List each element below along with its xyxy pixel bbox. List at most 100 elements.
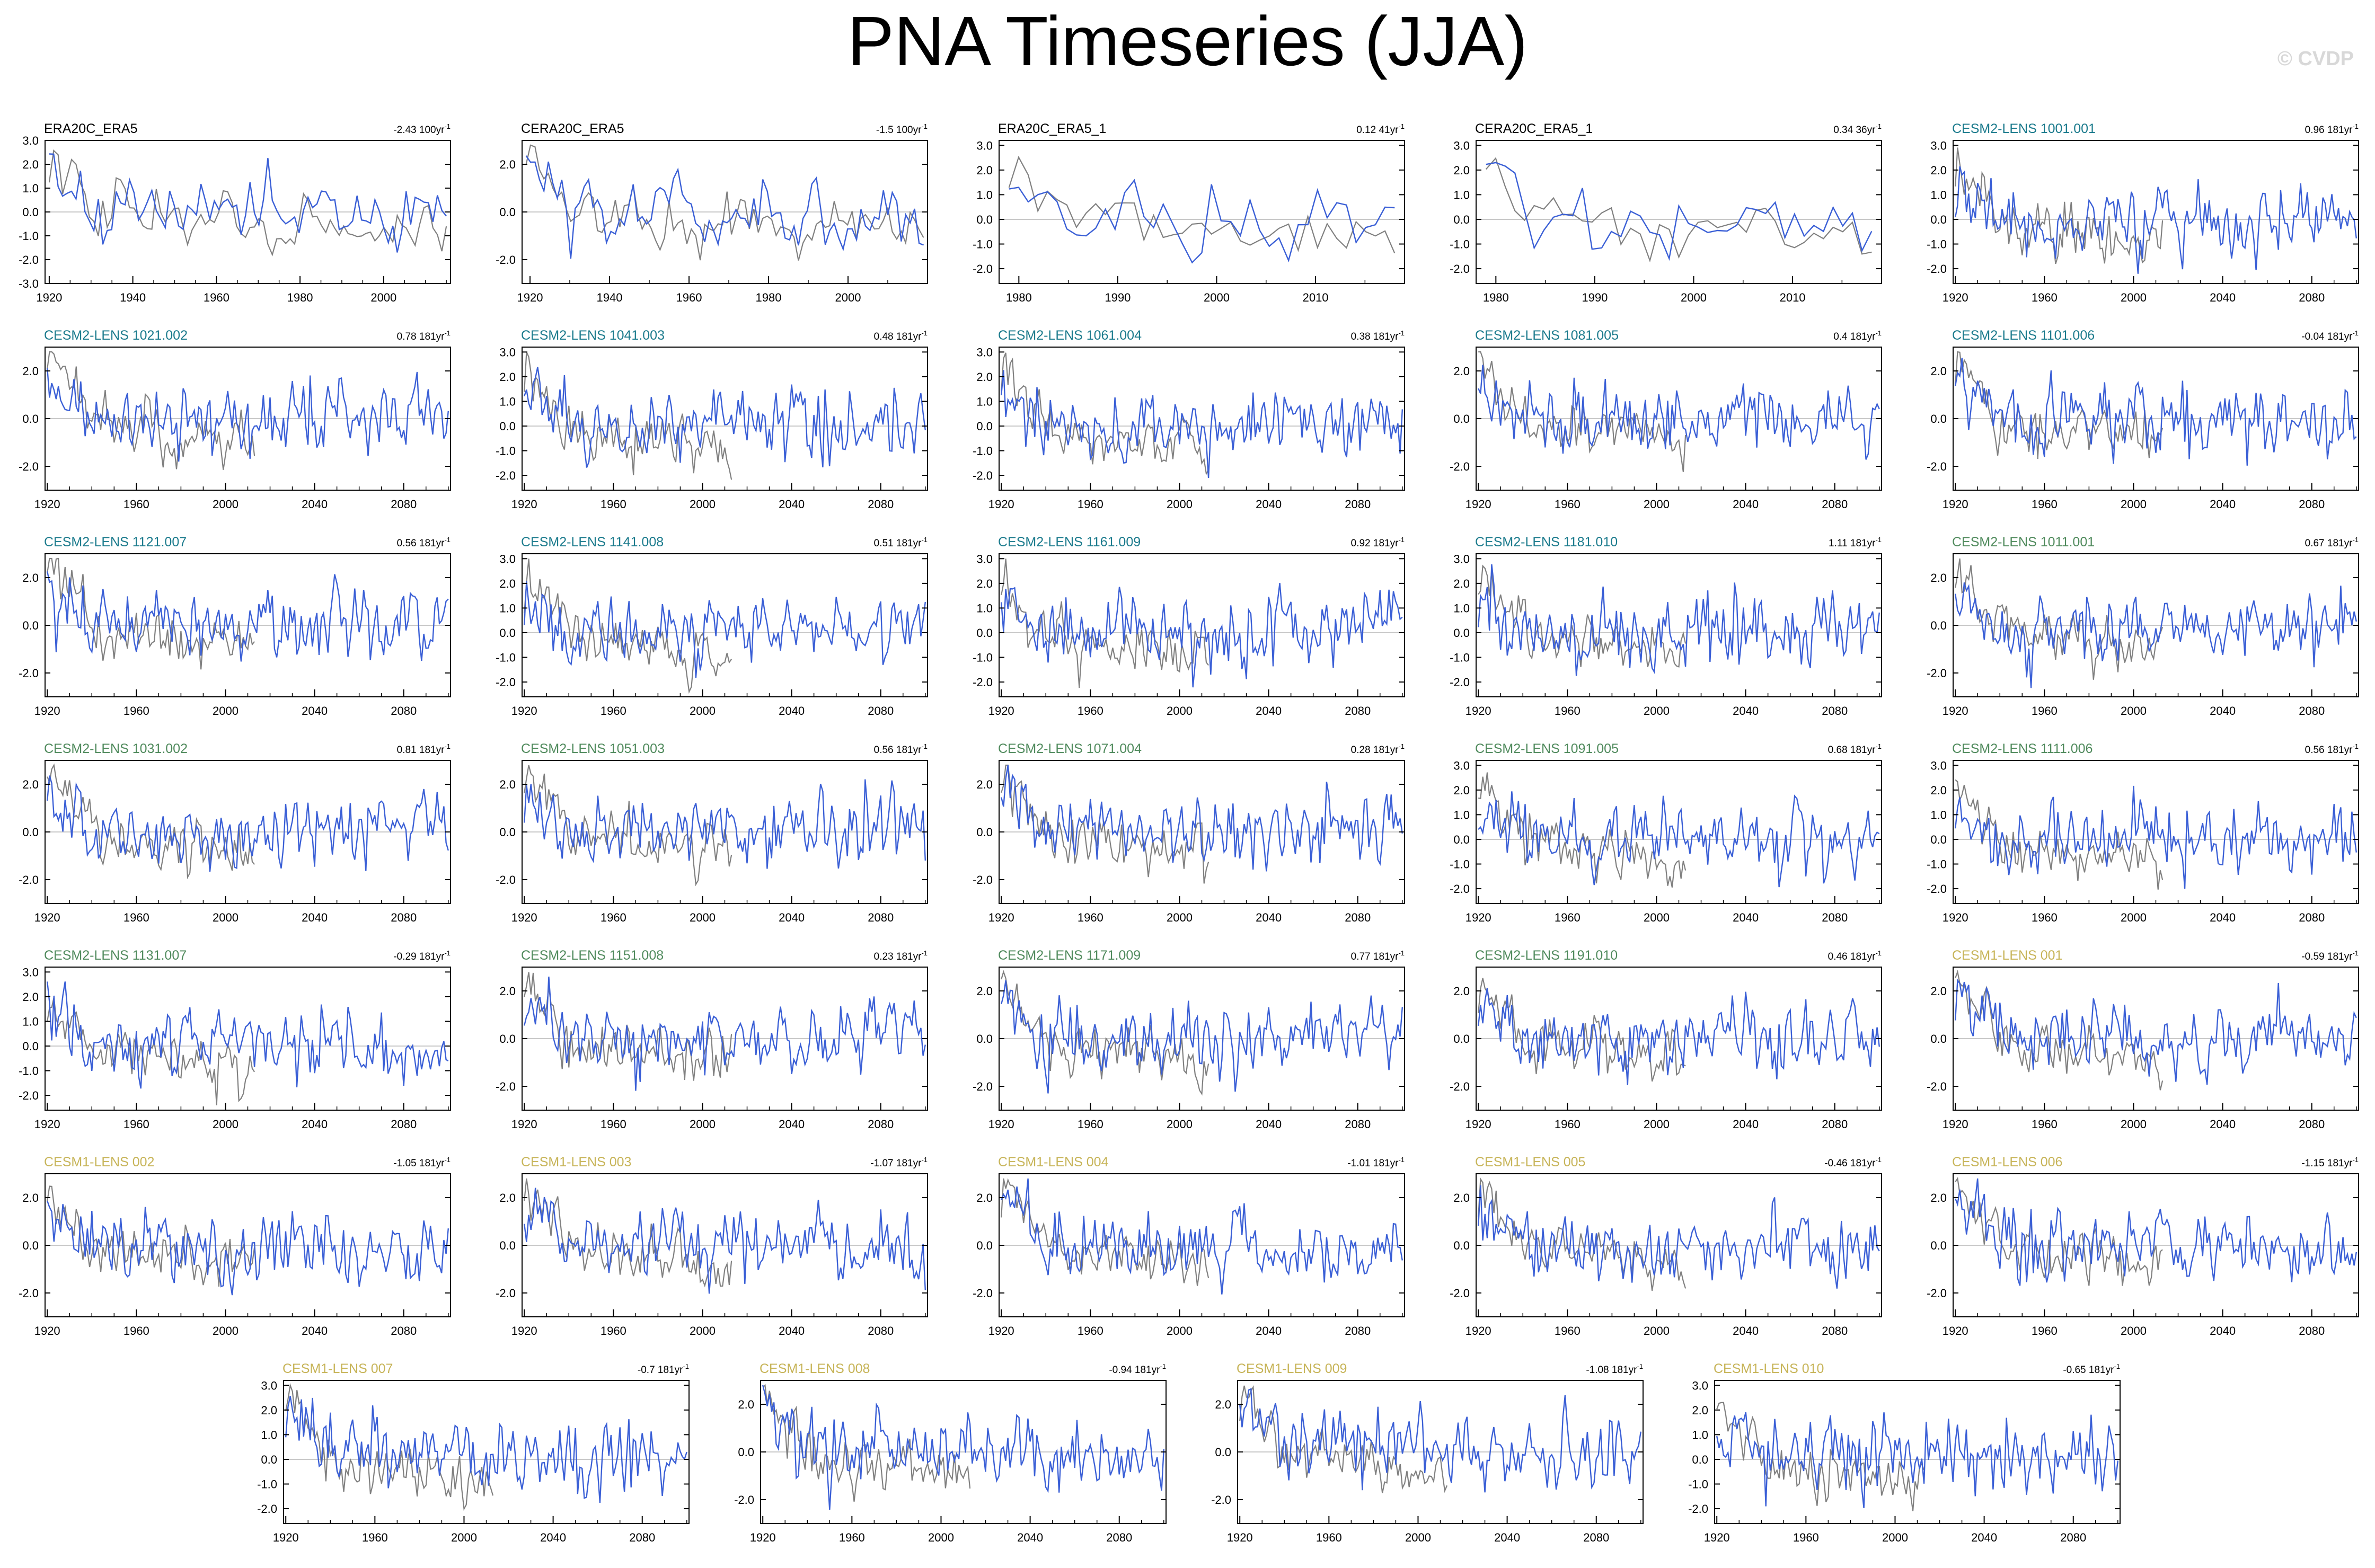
model-series-line: [1001, 1178, 1403, 1295]
y-tick-label: 0.0: [976, 626, 993, 640]
trend-exponent: -1: [444, 949, 451, 957]
model-series-line: [47, 775, 449, 872]
trend-exponent: -1: [1637, 1362, 1643, 1370]
y-tick-label: 1.0: [499, 395, 516, 408]
y-tick-label: 2.0: [499, 370, 516, 384]
panel-title: CESM2-LENS 1151.008: [521, 948, 664, 963]
observation-series-line: [1955, 558, 2164, 680]
x-tick-label: 1960: [601, 1324, 626, 1337]
y-tick-label: -2.0: [1450, 1080, 1470, 1093]
trend-exponent: -1: [921, 122, 928, 130]
panel-title: CESM1-LENS 003: [521, 1155, 631, 1170]
y-tick-label: 1.0: [261, 1428, 277, 1441]
trend-exponent: -1: [921, 1156, 928, 1164]
model-series-line: [524, 976, 926, 1091]
x-tick-label: 2080: [391, 704, 417, 717]
panel-title: CESM2-LENS 1121.007: [44, 535, 187, 550]
trend-label: 0.34 36yr-1: [1833, 122, 1882, 136]
y-tick-label: -1.0: [19, 229, 39, 243]
y-tick-label: 0.0: [22, 1040, 39, 1053]
trend-label: 1.11 181yr-1: [1829, 536, 1882, 549]
model-series-line: [1001, 582, 1403, 688]
y-tick-label: 2.0: [1930, 985, 1947, 998]
observation-series-line: [525, 144, 924, 261]
x-tick-label: 2040: [2210, 1118, 2236, 1131]
y-tick-label: -2.0: [257, 1502, 277, 1516]
x-tick-label: 2000: [1167, 911, 1193, 924]
observation-series-line: [48, 149, 447, 256]
trend-exponent: -1: [2352, 1156, 2359, 1164]
trend-exponent: -1: [1875, 1156, 1882, 1164]
y-tick-label: 3.0: [261, 1379, 277, 1392]
plot-frame: [1714, 1380, 2121, 1524]
x-tick-label: 1920: [988, 1118, 1014, 1131]
x-tick-label: 1920: [1943, 704, 1968, 717]
model-series-line: [47, 571, 449, 662]
model-series-line: [1009, 179, 1395, 264]
pna-panel: CESM2-LENS 1031.002 0.81 181yr-1 2.0 0.0 -2.…: [19, 741, 451, 924]
y-tick-label: 2.0: [1930, 1191, 1947, 1204]
trend-exponent: -1: [1398, 122, 1405, 130]
y-tick-label: 3.0: [499, 552, 516, 565]
pna-panel: ERA20C_ERA5_1 0.12 41yr-1 3.0 2.0 1.0 0.0 -1.0…: [973, 121, 1405, 304]
trend-label: -1.07 181yr-1: [870, 1156, 928, 1169]
y-tick-label: -2.0: [19, 253, 39, 267]
x-tick-label: 2040: [779, 704, 805, 717]
x-tick-label: 2000: [835, 291, 861, 304]
y-tick-label: 0.0: [499, 420, 516, 433]
x-tick-label: 2040: [1733, 498, 1759, 511]
x-tick-label: 2040: [779, 1118, 805, 1131]
observation-series-line: [524, 559, 732, 694]
x-tick-label: 1920: [511, 1118, 537, 1131]
y-tick-label: 2.0: [22, 1191, 39, 1204]
pna-panel: CESM2-LENS 1081.005 0.4 181yr-1 2.0 0.0 -2.0…: [1450, 328, 1882, 511]
x-tick-label: 1920: [511, 498, 537, 511]
observation-series-line: [47, 997, 255, 1105]
trend-label: -1.5 100yr-1: [876, 122, 928, 136]
y-tick-label: 2.0: [1930, 571, 1947, 584]
observation-series-line: [524, 1178, 732, 1288]
y-tick-label: 2.0: [738, 1398, 754, 1411]
y-tick-label: 2.0: [1930, 365, 1947, 378]
y-tick-label: 0.0: [499, 626, 516, 640]
trend-exponent: -1: [1398, 742, 1405, 750]
panel-title: CESM1-LENS 006: [1952, 1155, 2062, 1170]
x-tick-label: 1920: [273, 1531, 299, 1544]
trend-exponent: -1: [1875, 536, 1882, 544]
panel-title: CESM1-LENS 001: [1952, 948, 2062, 963]
y-tick-label: -1.0: [973, 445, 993, 458]
y-tick-label: 1.0: [22, 1015, 39, 1028]
x-tick-label: 1920: [1943, 1118, 1968, 1131]
y-tick-label: 3.0: [499, 346, 516, 359]
trend-label: -0.46 181yr-1: [1824, 1156, 1882, 1169]
trend-exponent: -1: [1398, 536, 1405, 544]
y-tick-label: 0.0: [1930, 619, 1947, 632]
y-tick-label: 1.0: [1930, 188, 1947, 201]
model-series-line: [1478, 1185, 1880, 1289]
trend-label: 0.12 41yr-1: [1356, 122, 1405, 136]
y-tick-label: -1.0: [1450, 858, 1470, 871]
y-tick-label: 2.0: [976, 1191, 993, 1204]
x-tick-label: 1920: [1465, 498, 1491, 511]
trend-exponent: -1: [1875, 329, 1882, 337]
x-tick-label: 2040: [779, 1324, 805, 1337]
y-tick-label: 2.0: [1215, 1398, 1231, 1411]
model-series-line: [1478, 564, 1880, 676]
trend-label: 0.56 181yr-1: [397, 536, 451, 549]
pna-panel: CESM2-LENS 1111.006 0.56 181yr-1 3.0 2.0 1.0…: [1927, 741, 2359, 924]
observation-series-line: [1716, 1402, 1925, 1511]
y-tick-label: 0.0: [976, 1032, 993, 1046]
y-tick-label: 0.0: [22, 1239, 39, 1252]
model-series-line: [47, 368, 449, 462]
y-tick-label: -2.0: [496, 469, 516, 482]
x-tick-label: 1980: [287, 291, 313, 304]
y-tick-label: -2.0: [496, 253, 516, 267]
y-tick-label: 2.0: [1453, 1191, 1470, 1204]
x-tick-label: 1920: [511, 911, 537, 924]
x-tick-label: 1960: [1555, 911, 1581, 924]
x-tick-label: 2080: [1822, 911, 1848, 924]
y-tick-label: 1.0: [1453, 601, 1470, 615]
observation-series-line: [1008, 155, 1396, 254]
panel-title: ERA20C_ERA5_1: [998, 121, 1106, 136]
x-tick-label: 2080: [1345, 704, 1371, 717]
